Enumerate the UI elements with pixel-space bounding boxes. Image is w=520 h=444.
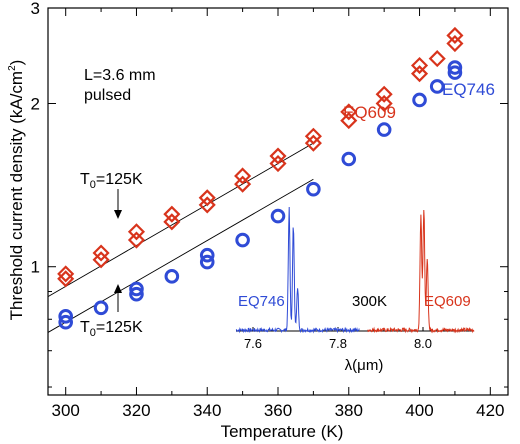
point-eq609 [304,127,322,145]
point-eq746 [447,60,463,75]
condition-mode: pulsed [84,87,131,104]
point-eq746 [164,269,180,284]
x-axis-title: Temperature (K) [221,422,344,441]
y-axis-title-main: Threshold current density (kA/cm [7,71,26,320]
point-eq746 [412,92,427,108]
point-eq609 [234,167,252,185]
point-eq609 [446,34,464,53]
inset-x-title-mu: μ [357,357,366,374]
point-eq746 [129,286,144,302]
point-eq609 [410,56,429,75]
y-tick-label: 3 [31,0,40,18]
fit-line-eq609 [47,142,314,297]
point-eq746 [129,281,144,297]
point-eq609 [375,85,393,103]
point-eq746 [270,208,286,224]
point-eq609 [269,147,287,165]
y-axis-title-sup: 2 [7,65,18,71]
t0-lower-main: T [80,319,90,336]
point-eq609 [428,50,446,68]
x-tick-label: 400 [405,401,433,420]
point-eq609 [198,196,216,214]
series-label-eq609: EQ609 [343,103,396,122]
point-eq746 [199,247,215,263]
point-eq609 [127,223,146,241]
fit-line-eq746 [47,178,314,333]
point-eq609 [340,112,358,130]
inset-x-title-end: m) [366,357,384,374]
inset-x-tick-label: 7.6 [244,336,262,351]
point-eq609 [446,26,464,44]
point-eq746 [447,65,463,80]
t0-upper-label: T0=125K [80,171,143,191]
point-eq746 [341,151,357,167]
t0-lower-rest: =125K [96,319,143,336]
point-eq609 [57,265,75,283]
x-tick-label: 420 [476,401,504,420]
point-eq609 [340,103,358,121]
series-label-eq746: EQ746 [442,80,495,99]
point-eq746 [429,79,445,94]
inset-temperature: 300K [352,293,387,310]
point-eq609 [163,213,181,231]
t0-upper-arrow [114,189,122,219]
point-eq609 [92,251,110,269]
fit-lines [47,142,314,333]
point-eq746 [58,314,73,330]
point-eq746 [93,300,109,316]
point-eq746 [58,309,73,324]
point-eq746 [235,232,250,248]
x-tick-label: 360 [264,401,292,420]
data-points [57,26,464,330]
t0-upper-rest: =125K [96,171,143,188]
inset-x-axis-title: λ(μm) [345,357,384,374]
inset-spectrum-eq609 [367,209,475,334]
x-tick-label: 380 [335,401,363,420]
point-eq609 [198,189,216,207]
t0-lower-sub: 0 [90,327,96,339]
point-eq609 [163,205,181,223]
point-eq609 [410,65,429,83]
axis-ticks: 300 320 340 360 380 400 420 1 2 3 [31,0,508,420]
point-eq746 [376,122,392,137]
t0-upper-main: T [80,171,90,188]
t0-lower-label: T0=125K [80,319,143,339]
inset-spectrum-eq746 [235,206,360,334]
t0-lower-arrow [114,284,122,312]
inset-label-eq746: EQ746 [238,293,285,310]
point-eq609 [375,94,393,113]
point-eq609 [92,244,110,262]
point-eq746 [306,181,321,197]
point-eq746 [199,254,215,270]
inset-x-tick-label: 7.8 [329,336,347,351]
x-tick-label: 300 [52,401,80,420]
y-axis-title-close: ) [7,60,26,66]
inset-x-title-main: λ( [345,357,358,374]
y-axis-title: Threshold current density (kA/cm2) [7,60,26,321]
point-eq609 [234,175,252,193]
inset-spectrum: 7.6 7.8 8.0 [235,206,475,351]
y-tick-label: 1 [31,258,40,277]
condition-length: L=3.6 mm [84,67,156,84]
inset-label-eq609: EQ609 [424,293,471,310]
y-tick-label: 2 [31,94,40,113]
point-eq609 [127,231,146,249]
x-tick-label: 320 [122,401,150,420]
inset-x-tick-label: 8.0 [414,336,432,351]
x-tick-label: 340 [193,401,221,420]
point-eq609 [269,154,287,173]
point-eq609 [304,134,322,152]
t0-upper-sub: 0 [90,179,96,191]
